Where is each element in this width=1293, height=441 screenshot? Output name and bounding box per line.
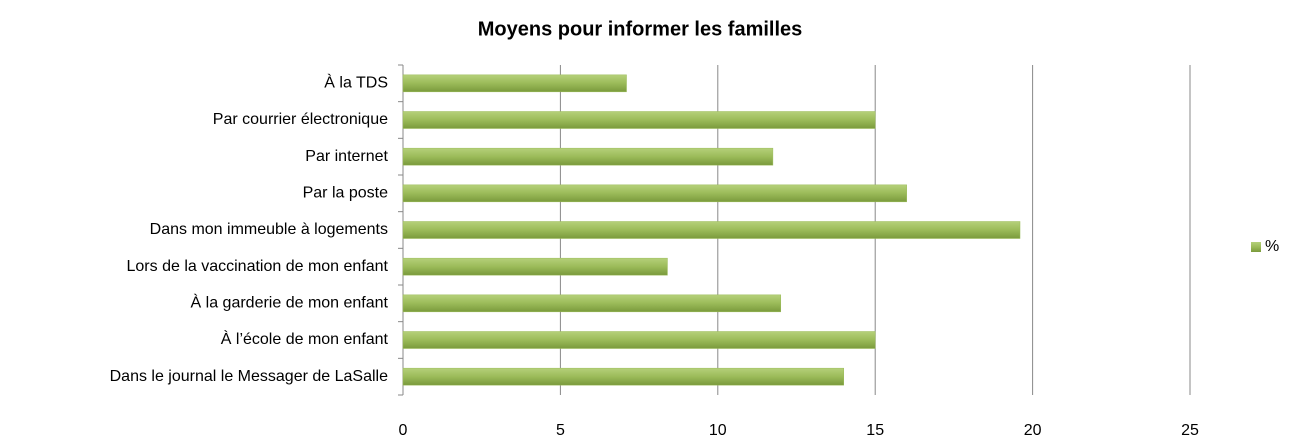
bar <box>402 74 627 93</box>
bar <box>402 294 782 313</box>
bar <box>402 184 907 203</box>
legend-swatch <box>1251 242 1261 252</box>
x-tick-label: 20 <box>1024 422 1042 439</box>
legend-label: % <box>1265 238 1279 255</box>
y-tick-label: À la TDS <box>324 73 388 92</box>
bar <box>402 367 844 386</box>
y-tick-label: Dans le journal le Messager de LaSalle <box>110 368 388 385</box>
bar <box>402 147 774 166</box>
chart-title: Moyens pour informer les familles <box>478 18 803 40</box>
bar <box>402 221 1021 239</box>
y-tick-label: À l’école de mon enfant <box>221 329 389 348</box>
x-tick-label: 25 <box>1181 422 1199 439</box>
y-tick-label: À la garderie de mon enfant <box>191 293 389 312</box>
bar <box>402 257 668 276</box>
y-tick-label: Par internet <box>305 148 388 165</box>
x-tick-label: 5 <box>556 422 565 439</box>
y-tick-label: Lors de la vaccination de mon enfant <box>127 258 389 275</box>
y-tick-label: Par courrier électronique <box>213 111 388 128</box>
bar <box>402 111 876 129</box>
y-tick-label: Dans mon immeuble à logements <box>150 221 388 238</box>
x-tick-label: 0 <box>399 422 408 439</box>
y-tick-label: Par la poste <box>303 185 388 202</box>
x-tick-label: 10 <box>709 422 727 439</box>
bar <box>402 331 876 349</box>
x-tick-label: 15 <box>866 422 884 439</box>
